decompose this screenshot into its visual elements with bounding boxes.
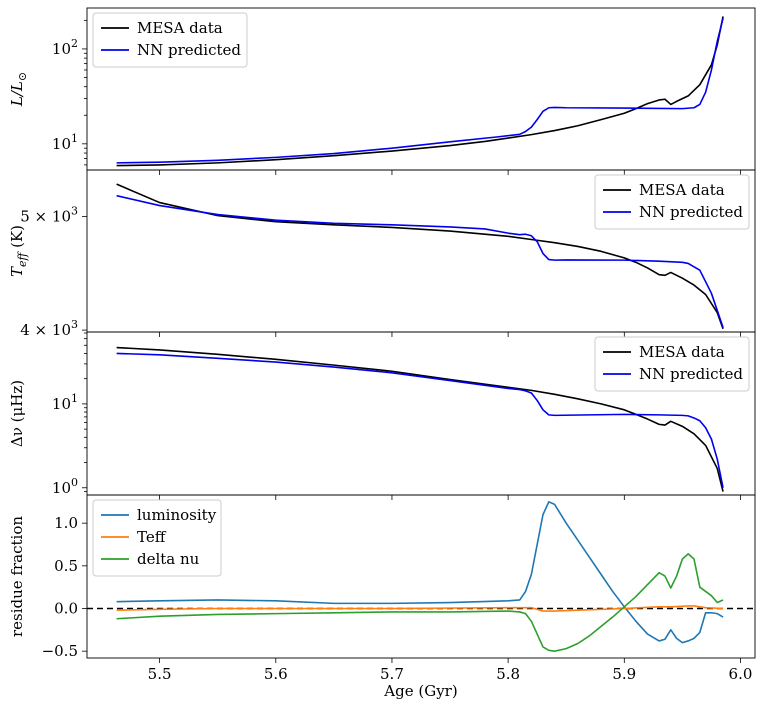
y-tick-label: 101 <box>52 132 78 153</box>
legend-entry: luminosity <box>137 506 217 524</box>
x-tick-label: 6.0 <box>729 665 753 683</box>
legend-entry: MESA data <box>639 181 725 199</box>
y-axis-label: Δν (μHz) <box>8 380 26 447</box>
legend-entry: delta nu <box>137 550 200 568</box>
legend-entry: MESA data <box>639 343 725 361</box>
series-line-nn-predicted <box>116 194 724 328</box>
y-tick-label: 0.5 <box>54 557 78 575</box>
y-tick-label: 101 <box>52 392 78 413</box>
legend-entry: NN predicted <box>639 365 743 383</box>
legend: luminosity Teff delta nu <box>92 499 222 577</box>
y-tick-label: 1.0 <box>54 514 78 532</box>
x-tick-label: 5.8 <box>496 665 520 683</box>
y-axis-label: L/L⊙ <box>8 72 29 107</box>
legend-box <box>92 12 248 68</box>
panel-3: 100 101 Δν (μHz) MESA data NN predicted <box>8 331 756 500</box>
x-tick-label: 5.6 <box>264 665 288 683</box>
legend-entry: Teff <box>137 528 167 546</box>
y-tick-label: 4 × 103 <box>20 318 78 339</box>
y-tick-label: 102 <box>52 37 78 58</box>
y-axis-label: residue fraction <box>8 516 26 637</box>
x-tick-label: 5.7 <box>380 665 404 683</box>
series-line-mesa-data <box>116 183 724 330</box>
series-line-nn-predicted <box>116 352 724 488</box>
panel-4: −0.5 0.0 0.5 1.0 5.5 5.6 5.7 5.8 5.9 6.0 residue f… <box>8 494 756 700</box>
y-tick-label: −0.5 <box>42 642 78 660</box>
legend-box <box>92 499 222 577</box>
x-tick-label: 5.9 <box>612 665 636 683</box>
series-line-luminosity <box>116 501 724 644</box>
series-line-delta-nu <box>116 553 724 652</box>
y-axis-label: Teff (K) <box>8 225 29 277</box>
series-line-teff <box>116 605 724 612</box>
legend-box <box>594 336 750 392</box>
legend-entry: NN predicted <box>137 41 241 59</box>
y-tick-label: 100 <box>52 476 78 497</box>
legend: MESA data NN predicted <box>92 12 248 68</box>
series-line-mesa-data <box>116 16 724 167</box>
series-line-nn-predicted <box>116 18 724 164</box>
series-line-mesa-data <box>116 346 724 492</box>
x-axis-label: Age (Gyr) <box>383 682 457 700</box>
y-tick-label: 0.0 <box>54 600 78 618</box>
panel-1: 101 102 L/L⊙ MESA data NN predicted <box>8 7 756 175</box>
y-tick-label: 5 × 103 <box>20 205 78 226</box>
legend-entry: MESA data <box>137 19 223 37</box>
x-tick-label: 5.5 <box>148 665 172 683</box>
legend: MESA data NN predicted <box>594 174 750 230</box>
legend-entry: NN predicted <box>639 203 743 221</box>
axes-frame <box>86 494 756 659</box>
legend-box <box>594 174 750 230</box>
legend: MESA data NN predicted <box>594 336 750 392</box>
